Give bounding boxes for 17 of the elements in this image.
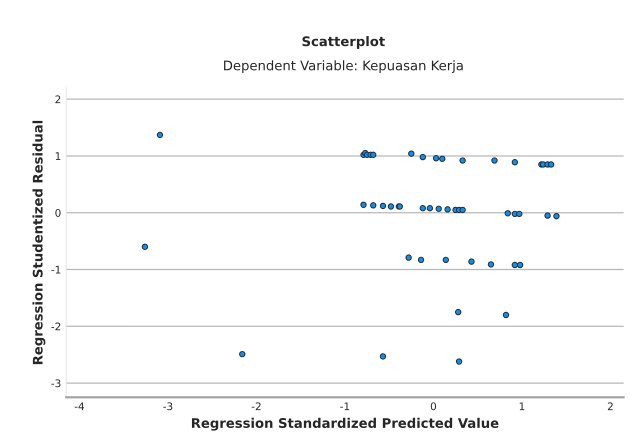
y-tick-label: -3 <box>51 379 60 388</box>
chart-subtitle: Dependent Variable: Kepuasan Kerja <box>224 60 463 73</box>
chart-title: Scatterplot <box>302 36 385 49</box>
y-tick-label: -2 <box>51 322 60 330</box>
y-axis-title: Regression Studentized Residual <box>32 120 46 364</box>
x-tick-label: -3 <box>163 402 172 410</box>
y-tick-label: 1 <box>56 152 60 160</box>
x-tick-label: 0 <box>430 402 436 410</box>
x-tick-label: -4 <box>74 402 84 410</box>
y-tick-label: 2 <box>55 95 60 104</box>
x-tick-label: 2 <box>608 402 613 410</box>
y-tick-label: 0 <box>55 208 61 217</box>
x-tick-label: -1 <box>340 402 350 410</box>
x-axis-title: Regression Standardized Predicted Value <box>192 418 498 431</box>
y-tick-label: -1 <box>51 266 60 274</box>
x-tick-label: 1 <box>520 402 524 410</box>
x-tick-label: -2 <box>252 402 261 410</box>
